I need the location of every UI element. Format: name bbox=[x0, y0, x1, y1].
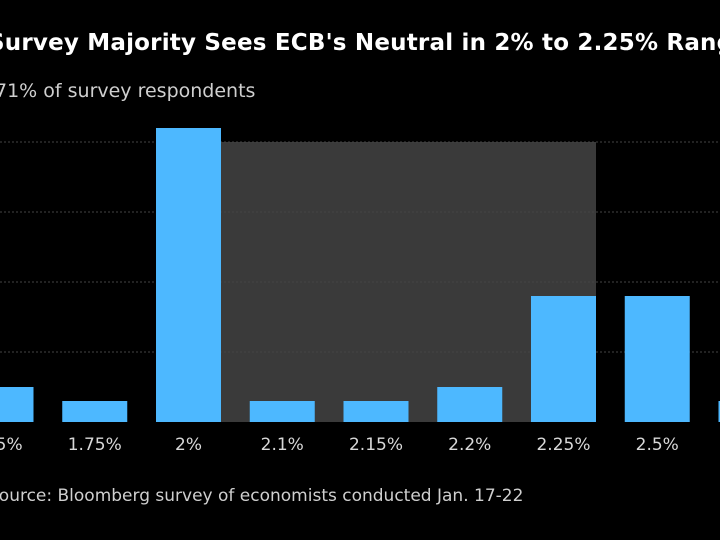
bar-2.1% bbox=[249, 401, 315, 422]
bar-1.5% bbox=[0, 387, 34, 422]
bar-1.75% bbox=[62, 401, 128, 422]
chart-source: Source: Bloomberg survey of economists c… bbox=[0, 486, 524, 506]
bar-2.15% bbox=[343, 401, 409, 422]
bar-2.75% bbox=[718, 401, 720, 422]
x-tick-label: 1.75% bbox=[68, 435, 122, 455]
x-tick-label: 2.15% bbox=[349, 435, 403, 455]
x-tick-label: 2.5% bbox=[636, 435, 679, 455]
x-tick-label: 2.25% bbox=[536, 435, 590, 455]
x-tick-label: 2% bbox=[175, 435, 202, 455]
bar-2.5% bbox=[624, 296, 690, 422]
x-tick-label: 2.2% bbox=[448, 435, 491, 455]
bar-2% bbox=[156, 128, 221, 422]
bar-2.2% bbox=[437, 387, 503, 422]
x-tick-label: 2.1% bbox=[261, 435, 304, 455]
bar-2.25% bbox=[531, 296, 596, 422]
chart-subtitle: 71% of survey respondents bbox=[0, 80, 256, 102]
chart-title: Survey Majority Sees ECB's Neutral in 2%… bbox=[0, 30, 720, 56]
x-tick-label: 1.5% bbox=[0, 435, 23, 455]
